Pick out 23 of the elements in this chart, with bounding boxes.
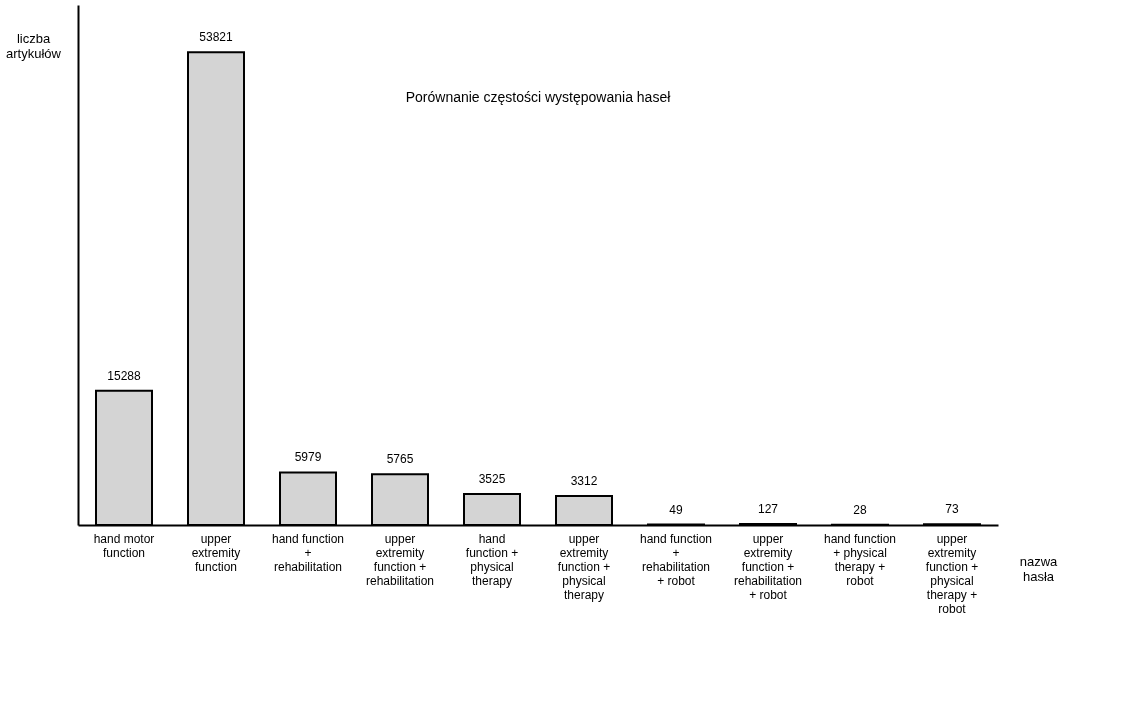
x-tick-label: hand function + physical therapy + robot <box>823 531 897 588</box>
data-label: 15288 <box>107 368 142 383</box>
x-tick-label: hand motor function <box>93 531 155 560</box>
data-label: 5979 <box>294 450 322 465</box>
data-label: 127 <box>757 501 779 516</box>
x-tick-label: hand function + physical therapy <box>465 531 519 588</box>
data-label: 28 <box>853 502 867 517</box>
y-axis-title: liczba artykułów <box>6 30 62 61</box>
x-tick-label: upper extremity function + rehabilitation <box>365 531 435 588</box>
data-label: 3312 <box>570 473 598 488</box>
data-label: 73 <box>945 502 959 517</box>
x-tick-label: upper extremity function + physical therapy <box>557 531 611 602</box>
data-label: 49 <box>669 502 683 517</box>
data-label: 53821 <box>199 30 234 45</box>
data-label: 5765 <box>386 452 414 467</box>
text: Porównanie częstości występowania haseł <box>405 89 672 105</box>
x-axis-title: nazwa hasła <box>1019 553 1059 584</box>
x-tick-label: hand function + rehabilitation <box>271 531 345 574</box>
x-tick-label: upper extremity function <box>191 531 241 574</box>
x-tick-label: upper extremity function + rehabilitation + robot <box>733 531 803 602</box>
data-label: 3525 <box>478 472 506 487</box>
x-tick-label: hand function + rehabilitation + robot <box>639 531 713 588</box>
x-tick-label: upper extremity function + physical therapy + robot <box>925 531 979 616</box>
